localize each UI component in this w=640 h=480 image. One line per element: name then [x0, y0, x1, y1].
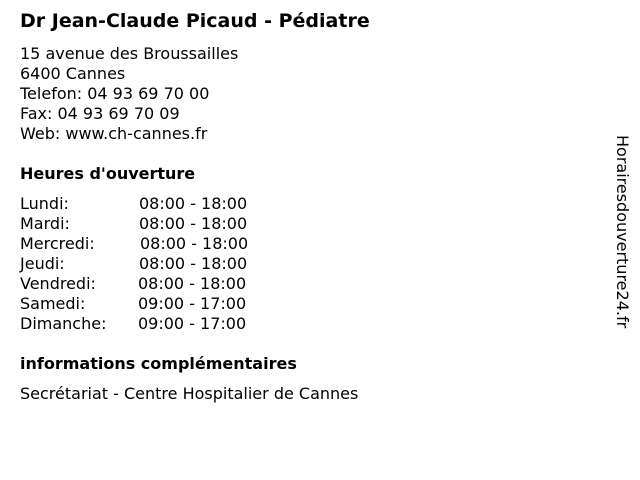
fax: Fax: 04 93 69 70 09: [20, 104, 180, 123]
hours-heading: Heures d'ouverture: [20, 164, 196, 183]
info-text: Secrétariat - Centre Hospitalier de Cann…: [20, 384, 359, 403]
watermark: Horairesdouverture24.fr: [613, 135, 632, 329]
time-range: 08:00 - 18:00: [139, 254, 248, 273]
phone: Telefon: 04 93 69 70 00: [20, 84, 210, 103]
page-title: Dr Jean-Claude Picaud - Pédiatre: [20, 10, 370, 32]
hours-row: Jeudi: 08:00 - 18:00: [20, 254, 320, 274]
time-range: 09:00 - 17:00: [138, 314, 247, 333]
hours-row: Lundi: 08:00 - 18:00: [20, 194, 320, 214]
day-label: Samedi:: [20, 294, 86, 313]
hours-row: Vendredi: 08:00 - 18:00: [20, 274, 320, 294]
hours-row: Dimanche: 09:00 - 17:00: [20, 314, 320, 334]
day-label: Mercredi:: [20, 234, 95, 253]
day-label: Jeudi:: [20, 254, 65, 273]
day-label: Vendredi:: [20, 274, 96, 293]
day-label: Lundi:: [20, 194, 69, 213]
hours-row: Mardi: 08:00 - 18:00: [20, 214, 320, 234]
address-city: 6400 Cannes: [20, 64, 126, 83]
address-street: 15 avenue des Broussailles: [20, 44, 239, 63]
website: Web: www.ch-cannes.fr: [20, 124, 208, 143]
hours-row: Samedi: 09:00 - 17:00: [20, 294, 320, 314]
day-label: Dimanche:: [20, 314, 107, 333]
day-label: Mardi:: [20, 214, 70, 233]
info-heading: informations complémentaires: [20, 354, 297, 373]
hours-row: Mercredi: 08:00 - 18:00: [20, 234, 320, 254]
time-range: 08:00 - 18:00: [140, 234, 249, 253]
time-range: 08:00 - 18:00: [139, 214, 248, 233]
time-range: 08:00 - 18:00: [138, 274, 247, 293]
time-range: 09:00 - 17:00: [138, 294, 247, 313]
time-range: 08:00 - 18:00: [139, 194, 248, 213]
